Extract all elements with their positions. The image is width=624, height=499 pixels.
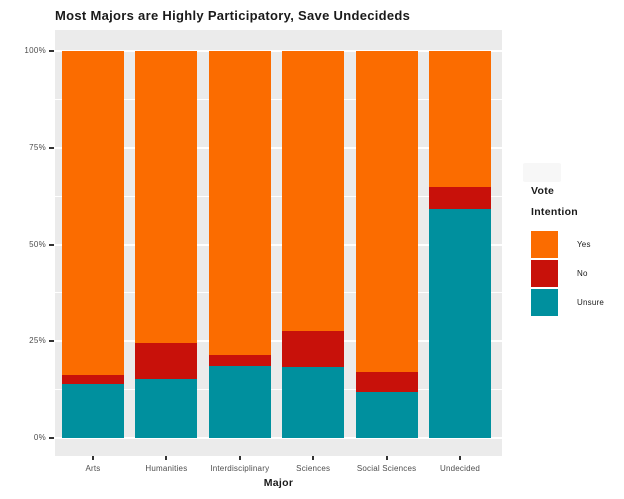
y-tick-mark: [49, 437, 54, 439]
bar-segment-yes: [355, 51, 418, 372]
legend-item-unsure: Unsure: [531, 289, 604, 316]
y-tick-mark: [49, 50, 54, 52]
bar-arts: [62, 51, 124, 438]
x-tick-label: Undecided: [439, 464, 481, 473]
legend-spacer-box: [523, 163, 561, 182]
bar-social-sciences: [355, 51, 418, 438]
legend-title: Vote Intention: [531, 181, 578, 223]
y-tick-label: 75%: [29, 142, 46, 152]
x-axis-title: Major: [263, 477, 294, 489]
bar-sciences: [282, 51, 345, 438]
x-tick-mark: [238, 456, 241, 460]
bar-segment-no: [355, 371, 418, 392]
legend-title-line2: Intention: [531, 206, 579, 218]
bar-undecided: [428, 51, 491, 438]
bars-container: [62, 51, 491, 438]
legend-item-no: No: [531, 260, 604, 287]
bar-interdisciplinary: [208, 51, 271, 438]
legend-swatch-yes: [531, 231, 558, 258]
x-tick-label: Arts: [85, 464, 101, 473]
x-tick-label: Social Sciences: [356, 464, 417, 473]
bar-segment-no: [62, 374, 124, 384]
legend-label: Yes: [577, 240, 591, 249]
bar-segment-yes: [135, 51, 198, 344]
legend-items: Yes No Unsure: [531, 231, 604, 316]
bar-segment-yes: [208, 51, 271, 356]
y-tick-mark: [49, 243, 54, 246]
legend-title-line1: Vote: [531, 185, 555, 197]
x-tick-mark: [165, 456, 168, 460]
x-tick-mark: [312, 456, 315, 460]
bar-segment-unsure: [282, 367, 345, 438]
bar-segment-unsure: [62, 383, 124, 438]
bar-segment-unsure: [355, 391, 418, 438]
bar-segment-no: [282, 331, 345, 368]
x-tick-mark: [385, 456, 388, 460]
bar-segment-no: [135, 343, 198, 380]
major-gridline: [55, 437, 502, 439]
x-tick-mark: [92, 456, 94, 460]
y-tick-mark: [49, 146, 54, 149]
legend-label: No: [577, 269, 588, 278]
y-tick-label: 25%: [29, 336, 46, 346]
bar-segment-unsure: [135, 379, 198, 438]
x-tick-label: Humanities: [145, 464, 188, 473]
plot-panel: [55, 30, 502, 456]
x-tick-label: Interdisciplinary: [210, 464, 270, 473]
minor-gridline: [55, 195, 502, 197]
minor-gridline: [55, 98, 502, 100]
legend-item-yes: Yes: [531, 231, 604, 258]
major-gridline: [55, 243, 502, 246]
legend-label: Unsure: [577, 298, 604, 307]
bar-segment-yes: [282, 51, 345, 332]
bar-segment-unsure: [428, 208, 491, 438]
y-tick-label: 0%: [33, 433, 46, 442]
bar-segment-yes: [62, 51, 124, 375]
x-tick-mark: [459, 456, 461, 460]
y-tick-label: 50%: [29, 239, 46, 249]
major-gridline: [55, 146, 502, 149]
bar-segment-no: [208, 355, 271, 366]
legend-swatch-no: [531, 260, 558, 287]
bar-segment-unsure: [208, 366, 271, 438]
y-tick-label: 100%: [24, 46, 46, 55]
chart-title: Most Majors are Highly Participatory, Sa…: [55, 8, 411, 23]
bar-segment-yes: [428, 51, 491, 187]
x-tick-label: Sciences: [296, 464, 331, 473]
major-gridline: [55, 340, 502, 343]
bar-segment-no: [428, 186, 491, 209]
minor-gridline: [55, 389, 502, 391]
major-gridline: [55, 50, 502, 52]
legend-swatch-unsure: [531, 289, 558, 316]
minor-gridline: [55, 292, 502, 294]
bar-humanities: [135, 51, 198, 438]
y-tick-mark: [49, 340, 54, 343]
